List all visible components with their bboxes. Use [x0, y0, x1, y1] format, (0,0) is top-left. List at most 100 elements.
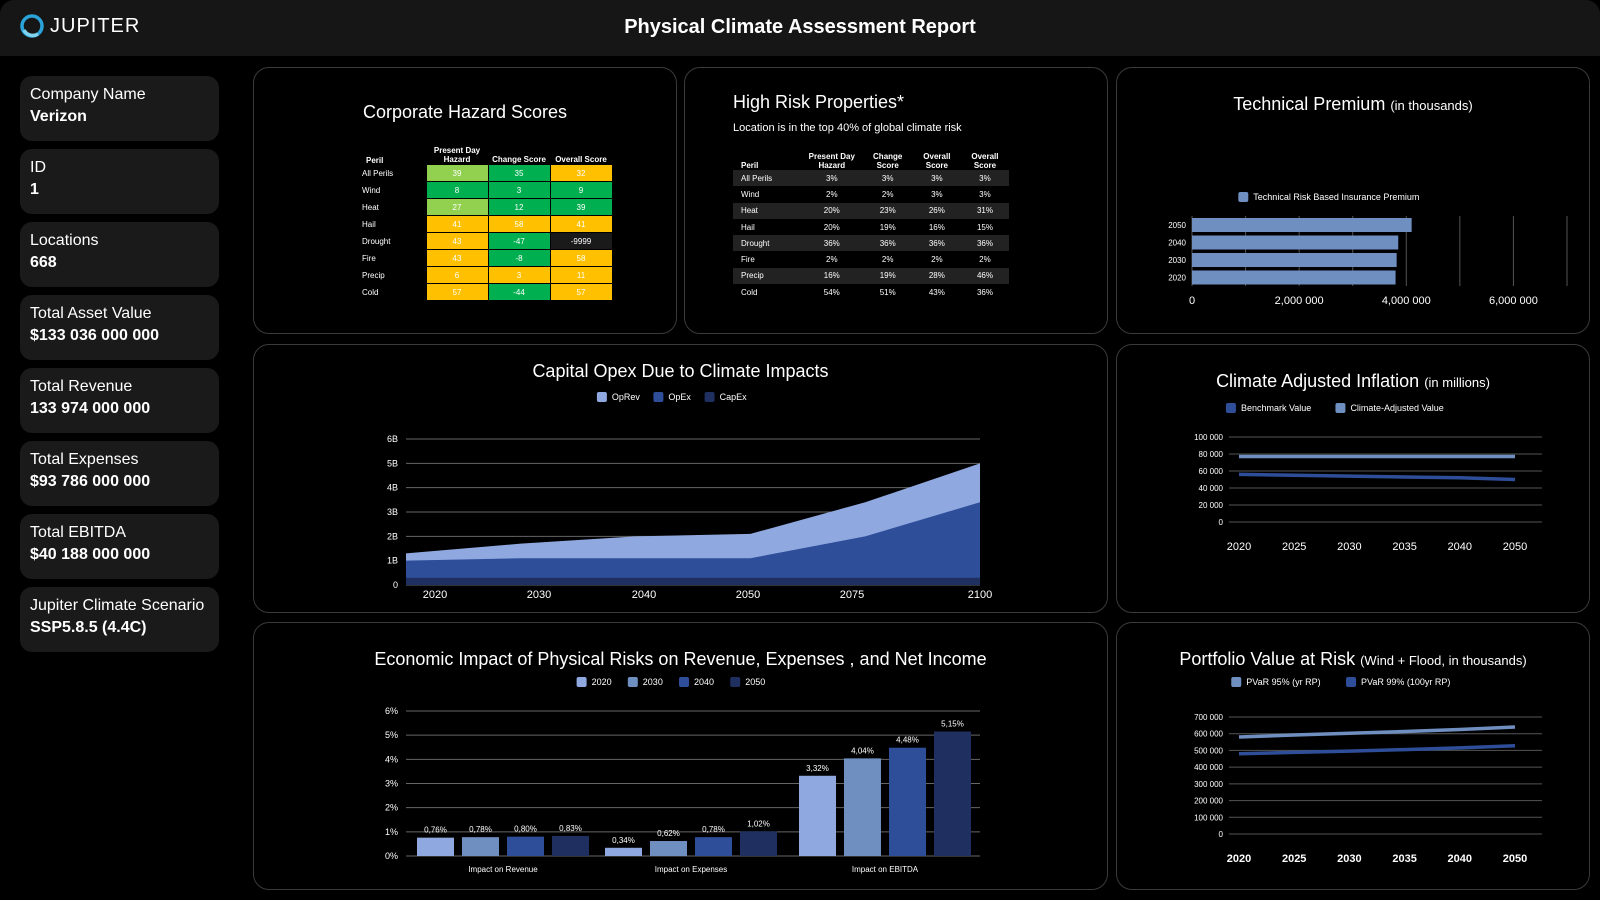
data-label: 4,48% [896, 736, 919, 745]
score-cell: 3 [487, 181, 551, 199]
impact-bar [650, 841, 687, 856]
peril-label: Wind [741, 189, 760, 199]
legend-swatch [1335, 403, 1346, 413]
score-cell: 9 [549, 181, 613, 199]
capital-opex-panel: Capital Opex Due to Climate Impacts OpRe… [253, 344, 1108, 613]
table-row: All Perils 39 35 32 [362, 164, 613, 182]
premium-bar [1192, 270, 1396, 285]
legend-label: 2050 [745, 677, 765, 687]
company-info-sidebar: Company Name Verizon ID 1 Locations 668 … [20, 76, 219, 660]
score-cell: 27 [425, 198, 489, 216]
impact-bar [462, 837, 499, 856]
x-category-label: Impact on EBITDA [852, 865, 919, 874]
legend-swatch [1346, 677, 1357, 687]
jupiter-logo[interactable]: JUPITER [20, 14, 140, 38]
percent-cell: 36% [801, 235, 863, 252]
x-tick-label: 2100 [968, 589, 992, 601]
x-tick-label: 4,000 000 [1382, 295, 1431, 307]
page-title: Physical Climate Assessment Report [624, 16, 976, 38]
score-cell: 8 [425, 181, 489, 199]
info-label: Total Revenue [30, 378, 133, 395]
legend-label: 2040 [694, 677, 714, 687]
legend-label: Technical Risk Based Insurance Premium [1253, 192, 1419, 202]
table-row: Precip 16% 19% 28% 46% [733, 267, 1009, 285]
info-value: $133 036 000 000 [30, 327, 160, 344]
score-cell: 57 [549, 283, 613, 301]
premium-bar [1192, 235, 1399, 250]
percent-cell: 3% [862, 170, 913, 187]
peril-label: Precip [362, 270, 385, 280]
table-row: Wind 8 3 9 [362, 181, 613, 199]
data-label: 0,76% [424, 826, 447, 835]
table-row: Wind 2% 2% 3% 3% [733, 186, 1009, 202]
y-tick-label: 60 000 [1199, 467, 1224, 476]
legend-swatch [627, 677, 638, 687]
y-tick-label: 3B [387, 507, 398, 517]
y-tick-label: 2040 [1168, 239, 1186, 248]
percent-cell: 2% [881, 189, 894, 199]
percent-cell: 36% [912, 235, 961, 252]
percent-cell: 23% [862, 202, 913, 219]
x-tick-label: 2,000 000 [1275, 295, 1324, 307]
x-tick-label: 2035 [1392, 541, 1416, 553]
score-cell: -44 [487, 283, 551, 301]
column-header: Present Day Hazard [433, 146, 481, 164]
impact-bar [552, 835, 589, 856]
percent-cell: 19% [862, 267, 913, 285]
data-label: 0,83% [559, 824, 582, 833]
jupiter-logo-icon [20, 14, 44, 38]
legend-swatch [1231, 677, 1242, 687]
legend-label: PVaR 95% (yr RP) [1246, 677, 1320, 687]
info-label: Company Name [30, 86, 146, 103]
percent-cell: 36% [976, 287, 993, 297]
y-tick-label: 4% [385, 754, 398, 764]
y-tick-label: 5% [385, 730, 398, 740]
economic-impact-panel: Economic Impact of Physical Risks on Rev… [253, 622, 1108, 890]
info-label: ID [30, 159, 46, 176]
data-label: 0,34% [612, 836, 635, 845]
y-tick-label: 20 000 [1199, 501, 1224, 510]
legend-swatch [679, 677, 689, 687]
company-name-card: Company Name Verizon [20, 76, 219, 141]
table-row: Precip 6 3 11 [362, 266, 613, 284]
table-row: Hail 20% 19% 16% 15% [733, 219, 1009, 235]
score-cell: 43 [425, 232, 489, 250]
peril-label: All Perils [362, 168, 394, 178]
column-header: Present Day Hazard [808, 152, 855, 170]
score-cell: 58 [487, 215, 551, 233]
x-tick-label: 0 [1189, 295, 1195, 307]
percent-cell: 43% [928, 287, 945, 297]
y-tick-label: 1B [387, 556, 398, 566]
table-row: Fire 43 -8 58 [362, 249, 613, 267]
percent-cell: 54% [823, 287, 840, 297]
y-tick-label: 4B [387, 483, 398, 493]
panel-title: Portfolio Value at Risk (Wind + Flood, i… [1117, 649, 1589, 670]
x-tick-label: 2030 [1337, 853, 1361, 865]
premium-bar [1192, 253, 1397, 267]
impact-bar [417, 837, 454, 856]
y-tick-label: 500 000 [1194, 746, 1223, 755]
percent-cell: 3% [931, 189, 943, 199]
impact-bar [507, 836, 544, 856]
x-tick-label: 2020 [1227, 853, 1251, 865]
info-label: Jupiter Climate Scenario [30, 597, 205, 614]
x-tick-label: 2050 [736, 589, 760, 601]
score-cell: 11 [549, 266, 613, 284]
legend-swatch [730, 677, 741, 687]
score-cell: 35 [487, 164, 551, 182]
climate-scenario-card: Jupiter Climate Scenario SSP5.8.5 (4.4C) [20, 587, 219, 652]
info-label: Total EBITDA [30, 524, 127, 541]
legend-label: OpEx [668, 392, 691, 402]
x-tick-label: 2025 [1282, 541, 1306, 553]
locations-card: Locations 668 [20, 222, 219, 287]
portfolio-var-chart: PVaR 95% (yr RP) PVaR 99% (100yr RP) 0 100 … [1194, 677, 1542, 865]
percent-cell: 36% [862, 235, 913, 252]
title-unit: (in thousands) [1390, 98, 1473, 113]
impact-bar [844, 758, 881, 856]
series-line [1238, 472, 1516, 482]
peril-label: Drought [362, 236, 391, 246]
percent-cell: 2% [826, 255, 838, 265]
score-cell: 39 [549, 198, 613, 216]
score-cell: 41 [425, 215, 489, 233]
legend-label: 2020 [592, 677, 612, 687]
